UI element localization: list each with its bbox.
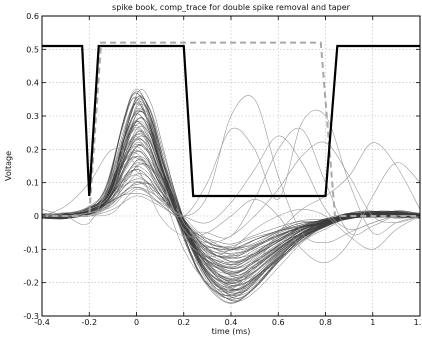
y-tick-label: 0.6 — [26, 12, 39, 21]
chart-title: spike book, comp_trace for double spike … — [112, 3, 351, 12]
spike-trace — [42, 88, 419, 303]
y-tick-label: -0.1 — [23, 245, 39, 254]
y-tick-label: 0.4 — [26, 79, 39, 88]
y-tick-label: 0.5 — [26, 45, 39, 54]
comp-trace — [42, 44, 420, 198]
outlier-trace-2 — [42, 109, 420, 235]
x-tick-label: 0.4 — [225, 318, 238, 327]
y-tick-label: 0.1 — [26, 179, 39, 188]
y-axis-label: Voltage — [4, 151, 13, 181]
y-tick-label: -0.3 — [23, 312, 39, 321]
outlier-trace-7 — [42, 142, 420, 257]
y-tick-label: 0.2 — [26, 145, 39, 154]
x-tick-label: 0.2 — [177, 318, 190, 327]
x-tick-label: 0.6 — [272, 318, 285, 327]
x-tick-label: 1.2 — [414, 318, 422, 327]
outlier-trace-6 — [42, 135, 420, 231]
outlier-trace-3 — [42, 142, 420, 291]
outlier-trace-1 — [42, 95, 420, 243]
spike-trace — [45, 89, 420, 302]
y-tick-label: -0.2 — [23, 279, 39, 288]
outlier-trace-5 — [42, 148, 420, 264]
ticks: -0.4 -0.2 0 0.2 0.4 0.6 0.8 1 1.2 -0.3 -0.2 -0.1 0 0.… — [23, 12, 422, 327]
y-tick-label: 0.3 — [26, 112, 39, 121]
x-tick-label: 0 — [134, 318, 139, 327]
x-tick-label: 1 — [370, 318, 375, 327]
x-tick-label: -0.2 — [81, 318, 97, 327]
plot-content — [42, 41, 420, 304]
x-axis-label: time (ms) — [212, 327, 251, 336]
x-tick-label: 0.8 — [319, 318, 332, 327]
outlier-trace-4 — [42, 129, 420, 244]
spike-trace — [42, 102, 419, 293]
spike-trace — [44, 101, 420, 294]
taper-trace — [42, 41, 420, 217]
y-tick-label: 0 — [34, 212, 39, 221]
x-tick-label: -0.4 — [34, 318, 50, 327]
